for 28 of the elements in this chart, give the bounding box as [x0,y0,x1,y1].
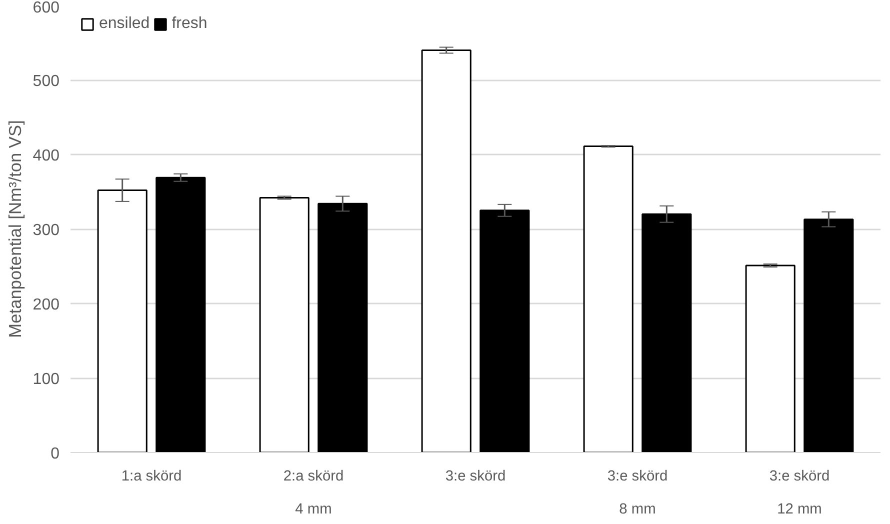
bar [583,146,634,452]
y-tick-label: 300 [32,222,60,239]
bar [642,213,692,452]
y-axis-title: Metanpotential [Nm³/ton VS] [4,120,25,338]
bar [156,176,206,452]
bar [745,264,796,452]
y-tick-label: 200 [32,296,60,314]
x-tick-label: 3:e skörd [607,468,668,484]
x-tick-label: 3:e skörd [769,468,830,484]
y-tick-label: 600 [32,0,60,16]
y-tick-label: 100 [32,371,60,388]
x-tick-label: 2:a skörd [283,468,344,484]
y-tick-label: 500 [32,73,60,90]
bar [318,202,368,452]
y-tick-label: 0 [50,446,60,462]
bar [421,49,472,452]
bar [480,210,530,452]
text: 4 mm [295,502,332,518]
legend-label: fresh [172,15,208,33]
x-tick-label: 1:a skörd [121,468,182,484]
text: 12 mm [777,502,822,518]
bar [259,196,310,452]
bar [804,218,854,452]
bar [97,190,148,452]
y-tick-label: 400 [32,148,60,164]
x-tick-label: 3:e skörd [445,468,506,484]
legend-label: ensiled [99,15,150,33]
text: 8 mm [619,502,656,518]
